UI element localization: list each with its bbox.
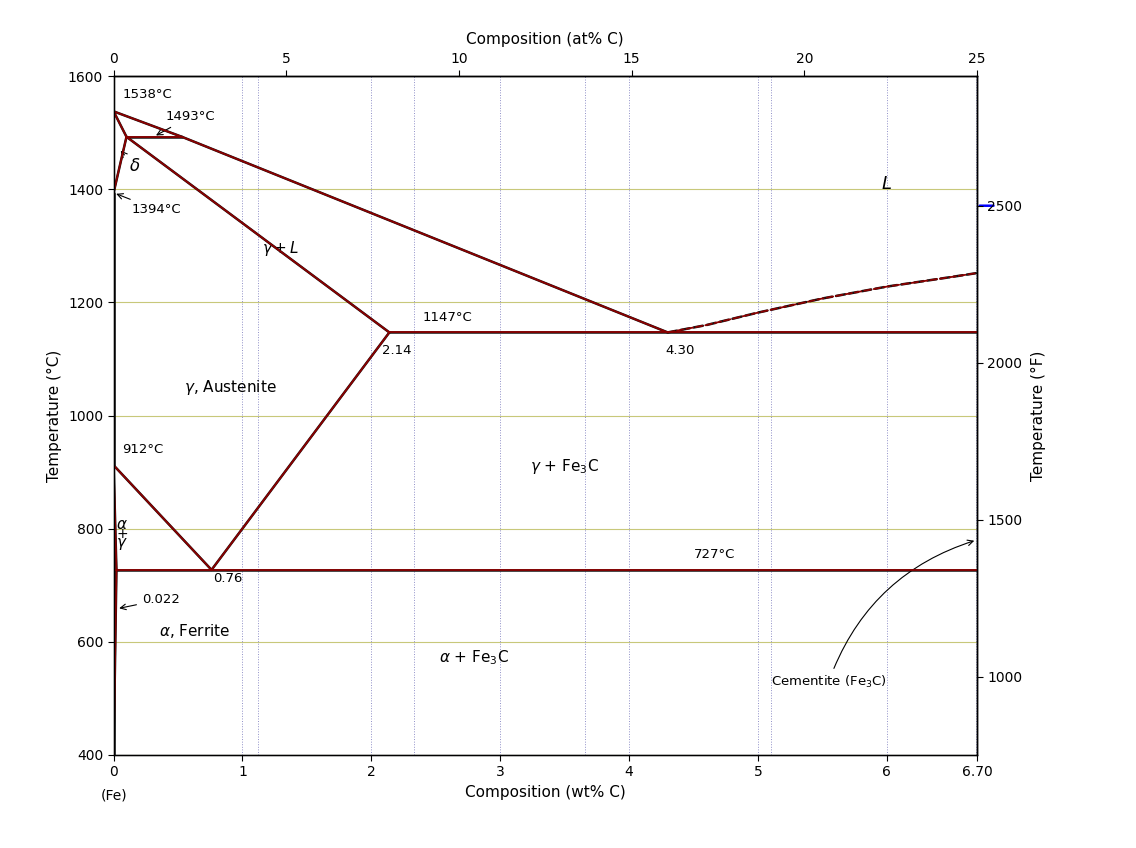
Text: 727°C: 727°C	[693, 549, 735, 561]
X-axis label: Composition (wt% C): Composition (wt% C)	[465, 784, 626, 800]
Text: 0.76: 0.76	[212, 572, 242, 585]
Text: $\alpha$: $\alpha$	[116, 516, 128, 532]
Text: 1147°C: 1147°C	[423, 311, 473, 324]
Text: 0.022: 0.022	[120, 594, 179, 610]
X-axis label: Composition (at% C): Composition (at% C)	[467, 31, 624, 47]
Text: 1538°C: 1538°C	[123, 88, 173, 101]
Text: 2.14: 2.14	[382, 344, 411, 357]
Text: $\gamma + L$: $\gamma + L$	[262, 239, 300, 259]
Text: 1493°C: 1493°C	[157, 110, 215, 135]
Text: $\alpha$ + Fe$_3$C: $\alpha$ + Fe$_3$C	[440, 648, 509, 667]
Text: 4.30: 4.30	[665, 344, 694, 357]
Text: $L$: $L$	[882, 175, 892, 192]
Y-axis label: Temperature (°C): Temperature (°C)	[48, 349, 62, 482]
Text: 912°C: 912°C	[123, 444, 164, 456]
Y-axis label: Temperature (°F): Temperature (°F)	[1030, 350, 1046, 481]
Text: +: +	[116, 527, 127, 541]
Text: (Fe): (Fe)	[100, 789, 127, 803]
Text: $\delta$: $\delta$	[122, 152, 141, 176]
Text: Cementite (Fe$_3$C): Cementite (Fe$_3$C)	[771, 540, 974, 690]
Text: $\gamma$ + Fe$_3$C: $\gamma$ + Fe$_3$C	[531, 457, 599, 476]
Text: $\gamma$, Austenite: $\gamma$, Austenite	[184, 377, 277, 397]
Text: $\gamma$: $\gamma$	[116, 537, 128, 552]
Text: $\alpha$, Ferrite: $\alpha$, Ferrite	[159, 622, 229, 640]
Text: 1394°C: 1394°C	[117, 193, 182, 216]
